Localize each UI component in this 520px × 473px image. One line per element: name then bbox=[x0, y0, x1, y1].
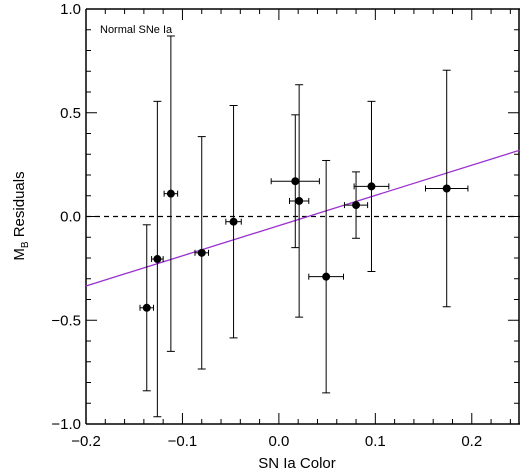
plot-axes: −0.2 −0.1 0.0 0.1 0.2 −1.0 −0.5 0.0 0.5 1.0 bbox=[51, 1, 520, 450]
x-tick-label: 0.2 bbox=[461, 433, 482, 450]
point-marker bbox=[291, 177, 300, 186]
point-marker bbox=[153, 255, 162, 264]
point-marker bbox=[442, 184, 451, 193]
fit-line bbox=[85, 149, 520, 287]
y-axis-label-sub: B bbox=[20, 241, 31, 248]
data-point bbox=[353, 100, 390, 272]
data-point bbox=[139, 224, 155, 392]
y-tick-label: 0.0 bbox=[60, 209, 81, 226]
data-point bbox=[288, 84, 310, 318]
point-marker bbox=[295, 196, 304, 205]
data-point bbox=[163, 35, 179, 352]
point-marker bbox=[142, 303, 151, 312]
data-point bbox=[308, 159, 345, 394]
y-tick-label: 1.0 bbox=[60, 1, 81, 18]
x-tick-label: −0.2 bbox=[71, 433, 101, 450]
data-point bbox=[343, 171, 369, 239]
x-tick-label: 0.1 bbox=[365, 433, 386, 450]
x-axis-label: SN Ia Color bbox=[258, 455, 336, 472]
y-axis-label: MB Residuals bbox=[11, 171, 31, 260]
data-point bbox=[194, 136, 209, 370]
data-point bbox=[225, 104, 242, 339]
point-marker bbox=[322, 272, 331, 281]
data-points bbox=[139, 35, 469, 418]
point-marker bbox=[166, 189, 175, 198]
point-marker bbox=[352, 201, 361, 210]
point-marker bbox=[367, 182, 376, 191]
y-tick-label: −1.0 bbox=[51, 416, 81, 433]
point-marker bbox=[197, 248, 206, 257]
x-tick-label: 0.0 bbox=[268, 433, 289, 450]
chart-annotation: Normal SNe Ia bbox=[100, 24, 173, 36]
y-tick-label: 0.5 bbox=[60, 105, 81, 122]
data-point bbox=[270, 114, 320, 249]
reference-lines bbox=[85, 149, 520, 287]
data-point bbox=[151, 100, 164, 418]
point-marker bbox=[229, 217, 238, 226]
y-axis-label-main: M bbox=[11, 248, 28, 261]
data-point bbox=[424, 69, 469, 308]
y-axis-label-rest: Residuals bbox=[11, 171, 28, 241]
y-tick-label: −0.5 bbox=[51, 312, 81, 329]
x-tick-label: −0.1 bbox=[168, 433, 198, 450]
